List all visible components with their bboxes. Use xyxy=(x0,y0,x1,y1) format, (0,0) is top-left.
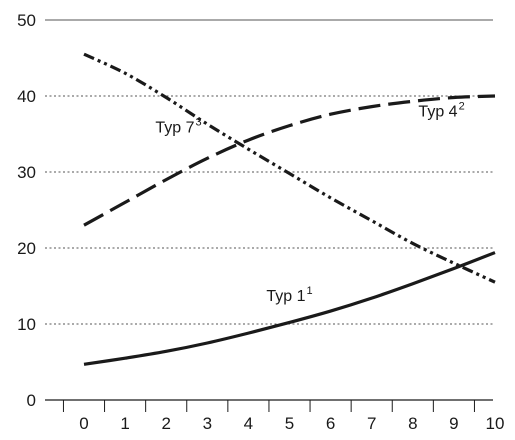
series-labels: Typ 11 Typ 42 Typ 73 xyxy=(155,101,464,306)
x-tick-label: 5 xyxy=(285,414,294,433)
x-tick-label: 3 xyxy=(203,414,212,433)
x-tick-label: 0 xyxy=(79,414,88,433)
series-line-typ-4 xyxy=(83,94,496,227)
series-label-superscript: 3 xyxy=(196,116,202,128)
y-tick-label: 50 xyxy=(17,11,36,30)
series-label-text: Typ 1 xyxy=(266,288,305,305)
series-label-superscript: 1 xyxy=(307,285,313,297)
series-label-typ-1: Typ 11 xyxy=(266,285,312,305)
x-tick-label: 6 xyxy=(326,414,335,433)
series-lines xyxy=(83,52,496,366)
series-label-typ-7: Typ 73 xyxy=(155,116,201,136)
series-label-typ-4: Typ 42 xyxy=(418,101,464,121)
y-tick-label: 10 xyxy=(17,315,36,334)
y-tick-label: 20 xyxy=(17,239,36,258)
series-label-superscript: 2 xyxy=(459,101,465,113)
x-tick-label: 2 xyxy=(161,414,170,433)
x-tick-label: 1 xyxy=(120,414,129,433)
x-tick-label: 9 xyxy=(449,414,458,433)
y-tick-label: 40 xyxy=(17,87,36,106)
y-tick-label: 30 xyxy=(17,163,36,182)
axes: 0 10 20 30 40 50 0 1 2 3 4 5 6 7 8 9 10 xyxy=(17,11,505,433)
series-line-typ-7 xyxy=(83,52,496,284)
x-tick-label: 7 xyxy=(367,414,376,433)
series-label-text: Typ 7 xyxy=(155,119,194,136)
series-label-text: Typ 4 xyxy=(418,104,457,121)
y-tick-label: 0 xyxy=(27,391,36,410)
x-tick-label: 10 xyxy=(486,414,505,433)
series-line-typ-1 xyxy=(83,251,496,366)
gridlines xyxy=(45,19,493,401)
x-tick-label: 8 xyxy=(408,414,417,433)
x-tick-label: 4 xyxy=(244,414,253,433)
